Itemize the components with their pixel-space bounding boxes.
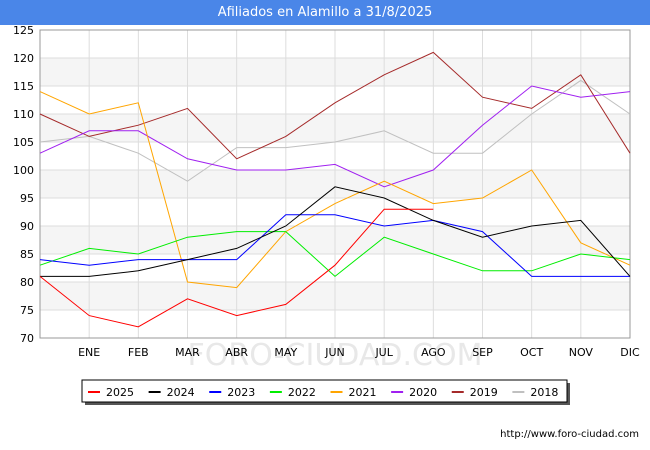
series-line-2019 xyxy=(39,51,631,160)
x-tick-label: ENE xyxy=(78,346,100,359)
x-tick-label: JUN xyxy=(324,346,345,359)
x-tick-label: ABR xyxy=(225,346,248,359)
y-tick-label: 90 xyxy=(20,220,34,233)
legend-label-2020: 2020 xyxy=(409,386,437,399)
series-line-2020 xyxy=(39,85,631,188)
legend-label-2025: 2025 xyxy=(106,386,134,399)
source-url: http://www.foro-ciudad.com xyxy=(500,429,639,440)
legend-label-2022: 2022 xyxy=(288,386,316,399)
x-tick-label: MAY xyxy=(274,346,297,359)
legend-label-2024: 2024 xyxy=(167,386,195,399)
series-line-2018 xyxy=(39,79,631,182)
y-tick-label: 100 xyxy=(13,164,34,177)
legend-label-2018: 2018 xyxy=(530,386,558,399)
legend-box xyxy=(81,379,568,403)
x-tick-label: DIC xyxy=(620,346,640,359)
y-tick-label: 85 xyxy=(20,248,34,261)
legend-label-2019: 2019 xyxy=(470,386,498,399)
y-tick-label: 95 xyxy=(20,192,34,205)
y-tick-label: 120 xyxy=(13,52,34,65)
series-line-2022 xyxy=(39,231,631,278)
x-tick-label: MAR xyxy=(175,346,200,359)
title-bar xyxy=(0,0,650,25)
series-line-2025 xyxy=(39,208,434,328)
legend-label-2023: 2023 xyxy=(227,386,255,399)
x-tick-label: NOV xyxy=(569,346,594,359)
plot-frame xyxy=(39,29,631,339)
watermark: FORO-CIUDAD.COM xyxy=(188,338,483,373)
legend-label-2021: 2021 xyxy=(349,386,377,399)
x-tick-label: SEP xyxy=(472,346,493,359)
y-tick-label: 105 xyxy=(13,136,34,149)
x-tick-label: JUL xyxy=(374,346,393,359)
y-tick-label: 110 xyxy=(13,108,34,121)
y-tick-label: 125 xyxy=(13,24,34,37)
series-line-2024 xyxy=(40,186,631,277)
x-tick-label: AGO xyxy=(421,346,446,359)
y-tick-label: 70 xyxy=(20,332,34,345)
chart-title: Afiliados en Alamillo a 31/8/2025 xyxy=(217,5,433,20)
series-line-2023 xyxy=(39,214,630,277)
x-tick-label: FEB xyxy=(128,346,149,359)
y-tick-label: 75 xyxy=(20,304,34,317)
x-tick-label: OCT xyxy=(520,346,543,359)
y-tick-label: 80 xyxy=(20,276,34,289)
y-tick-label: 115 xyxy=(13,80,34,93)
series-line-2021 xyxy=(39,91,631,289)
